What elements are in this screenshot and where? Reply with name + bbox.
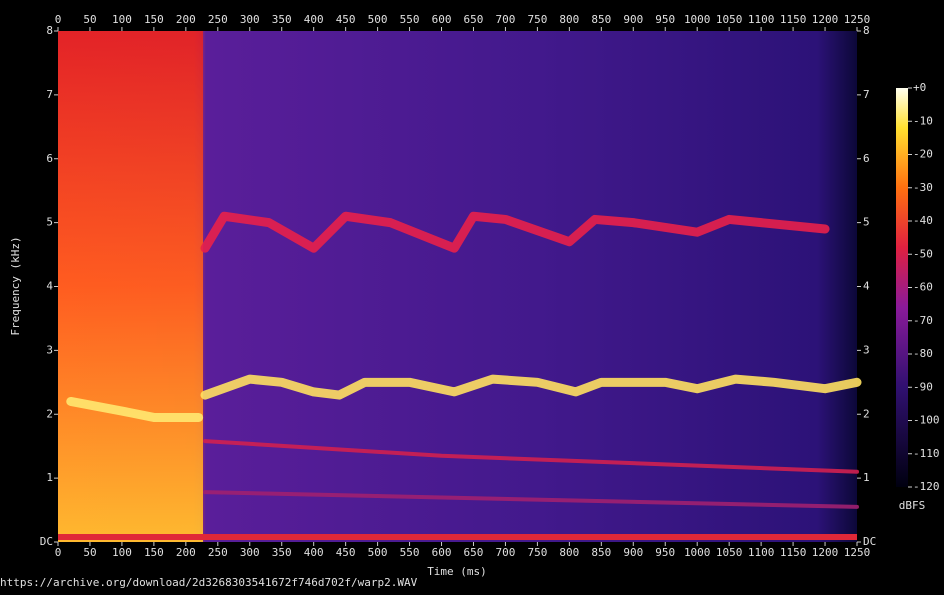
colorbar-label: dBFS — [899, 499, 926, 512]
spectrogram-onset — [58, 31, 203, 542]
frequency-trace — [203, 490, 859, 509]
x-tick-label-top: 200 — [176, 13, 196, 26]
x-tick-label-bottom: 850 — [591, 546, 611, 559]
source-url: https://archive.org/download/2d326830354… — [0, 576, 418, 589]
y-tick-label-right: 1 — [863, 471, 870, 484]
x-tick-label-top: 700 — [496, 13, 516, 26]
x-tick-label-top: 1050 — [716, 13, 743, 26]
x-tick-label-top: 450 — [336, 13, 356, 26]
x-tick-label-top: 900 — [623, 13, 643, 26]
x-tick-label-bottom: 450 — [336, 546, 356, 559]
colorbar-tick-label: +0 — [913, 81, 926, 94]
x-tick-label-bottom: 1150 — [780, 546, 807, 559]
x-tick-label-bottom: 400 — [304, 546, 324, 559]
y-tick-label-right: 5 — [863, 216, 870, 229]
x-tick-label-bottom: 150 — [144, 546, 164, 559]
frequency-trace — [203, 439, 859, 474]
x-tick-label-bottom: 300 — [240, 546, 260, 559]
x-tick-label-top: 750 — [527, 13, 547, 26]
x-tick-label-bottom: 250 — [208, 546, 228, 559]
y-tick-label-left: 5 — [46, 216, 53, 229]
y-tick-label-right: DC — [863, 535, 876, 548]
y-tick-label-right: 4 — [863, 280, 870, 293]
x-tick-label-top: 1200 — [812, 13, 839, 26]
x-tick-label-top: 800 — [559, 13, 579, 26]
frequency-trace — [200, 211, 830, 253]
x-tick-label-bottom: 700 — [496, 546, 516, 559]
x-tick-label-bottom: 600 — [432, 546, 452, 559]
colorbar — [896, 88, 908, 487]
colorbar-tick-label: -80 — [913, 347, 933, 360]
colorbar-tick-label: -20 — [913, 148, 933, 161]
x-tick-label-bottom: 950 — [655, 546, 675, 559]
x-tick-label-bottom: 900 — [623, 546, 643, 559]
y-tick-label-left: 2 — [46, 407, 53, 420]
y-tick-label-right: 3 — [863, 343, 870, 356]
x-tick-label-top: 1100 — [748, 13, 775, 26]
colorbar-tick-label: -90 — [913, 380, 933, 393]
x-tick-label-bottom: 500 — [368, 546, 388, 559]
colorbar-tick-label: -30 — [913, 181, 933, 194]
x-tick-label-bottom: 50 — [83, 546, 96, 559]
x-tick-label-bottom: 800 — [559, 546, 579, 559]
x-tick-label-bottom: 100 — [112, 546, 132, 559]
y-tick-label-left: 4 — [46, 280, 53, 293]
x-tick-label-top: 500 — [368, 13, 388, 26]
y-tick-label-right: 8 — [863, 24, 870, 37]
x-tick-label-top: 250 — [208, 13, 228, 26]
x-tick-label-top: 50 — [83, 13, 96, 26]
colorbar-tick-label: -60 — [913, 281, 933, 294]
x-tick-label-bottom: 1000 — [684, 546, 711, 559]
x-tick-label-top: 600 — [432, 13, 452, 26]
x-tick-label-top: 950 — [655, 13, 675, 26]
y-tick-label-right: 7 — [863, 88, 870, 101]
frequency-trace — [200, 374, 862, 400]
x-tick-label-bottom: 1200 — [812, 546, 839, 559]
dc-band — [58, 534, 857, 540]
x-tick-label-top: 1150 — [780, 13, 807, 26]
x-tick-label-top: 650 — [464, 13, 484, 26]
colorbar-tick-label: -50 — [913, 247, 933, 260]
y-tick-label-right: 6 — [863, 152, 870, 165]
y-tick-label-left: 3 — [46, 343, 53, 356]
x-tick-label-top: 850 — [591, 13, 611, 26]
x-tick-label-bottom: 200 — [176, 546, 196, 559]
x-tick-label-bottom: 650 — [464, 546, 484, 559]
x-tick-label-bottom: 1050 — [716, 546, 743, 559]
colorbar-tick-label: -10 — [913, 114, 933, 127]
x-tick-label-top: 1250 — [844, 13, 871, 26]
y-tick-label-left: DC — [40, 535, 53, 548]
colorbar-tick-label: -110 — [913, 447, 940, 460]
x-tick-label-bottom: 0 — [55, 546, 62, 559]
y-tick-label-left: 1 — [46, 471, 53, 484]
colorbar-tick-label: -40 — [913, 214, 933, 227]
colorbar-tick-label: -120 — [913, 480, 940, 493]
x-tick-label-bottom: 350 — [272, 546, 292, 559]
x-tick-label-top: 0 — [55, 13, 62, 26]
x-tick-label-top: 350 — [272, 13, 292, 26]
x-tick-label-top: 550 — [400, 13, 420, 26]
x-axis-title: Time (ms) — [427, 565, 487, 578]
x-tick-label-top: 1000 — [684, 13, 711, 26]
x-tick-label-top: 100 — [112, 13, 132, 26]
y-axis-title: Frequency (kHz) — [9, 236, 22, 335]
y-tick-label-right: 2 — [863, 407, 870, 420]
x-tick-label-bottom: 550 — [400, 546, 420, 559]
frequency-trace — [66, 396, 204, 422]
x-tick-label-top: 150 — [144, 13, 164, 26]
x-tick-label-bottom: 1100 — [748, 546, 775, 559]
y-tick-label-left: 8 — [46, 24, 53, 37]
colorbar-tick-label: -100 — [913, 414, 940, 427]
x-tick-label-top: 300 — [240, 13, 260, 26]
y-tick-label-left: 6 — [46, 152, 53, 165]
x-tick-label-top: 400 — [304, 13, 324, 26]
colorbar-tick-label: -70 — [913, 314, 933, 327]
x-tick-label-bottom: 1250 — [844, 546, 871, 559]
x-tick-label-bottom: 750 — [527, 546, 547, 559]
y-tick-label-left: 7 — [46, 88, 53, 101]
